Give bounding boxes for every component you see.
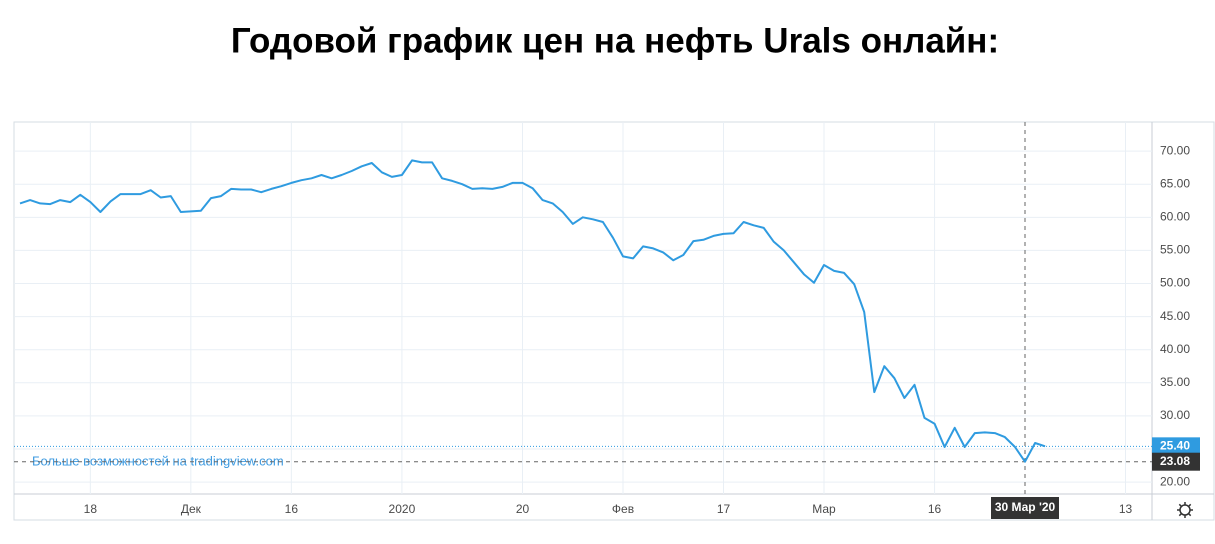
x-tick-label: 16 [928, 502, 942, 516]
chart-frame [13, 121, 1215, 521]
y-tick-label: 30.00 [1160, 408, 1190, 422]
settings-icon[interactable] [1177, 502, 1193, 518]
y-tick-label: 20.00 [1160, 474, 1190, 488]
x-tick-label: Фев [612, 502, 634, 516]
crosshair-y-label: 23.08 [1160, 454, 1190, 468]
x-tick-label: 18 [84, 502, 98, 516]
last-price-tag [1152, 437, 1200, 456]
crosshair-y-tag [1152, 452, 1200, 471]
y-tick-label: 45.00 [1160, 309, 1190, 323]
x-tick-label: 17 [717, 502, 731, 516]
y-tick-label: 55.00 [1160, 243, 1190, 257]
chart-title: Годовой график цен на нефть Urals онлайн… [231, 21, 999, 60]
crosshair-x-tag [991, 497, 1059, 519]
x-tick-label: 20 [516, 502, 530, 516]
y-tick-label: 65.00 [1160, 176, 1190, 190]
x-tick-label: 13 [1119, 502, 1133, 516]
x-tick-label: Мар [812, 502, 836, 516]
y-tick-label: 70.00 [1160, 143, 1190, 157]
y-tick-label: 35.00 [1160, 375, 1190, 389]
x-tick-label: 16 [285, 502, 299, 516]
y-tick-label: 60.00 [1160, 209, 1190, 223]
y-tick-label: 40.00 [1160, 342, 1190, 356]
watermark-link[interactable]: Больше возможностей на tradingview.com [32, 453, 284, 468]
x-tick-label: Дек [181, 502, 202, 516]
price-line [19, 159, 1046, 463]
last-price-label: 25.40 [1160, 439, 1190, 453]
y-tick-label: 50.00 [1160, 276, 1190, 290]
crosshair-x-label: 30 Мар '20 [995, 500, 1056, 514]
grid [14, 122, 1152, 494]
x-tick-label: 2020 [389, 502, 416, 516]
